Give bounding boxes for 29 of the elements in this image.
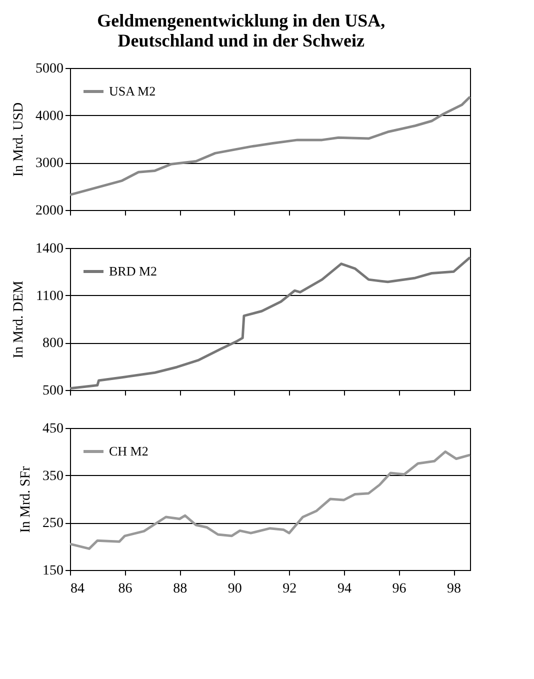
chart-title: Geldmengenentwicklung in den USA, Deutschland und in der Schweiz (97, 10, 386, 50)
x-tick-label: 86 (118, 582, 132, 596)
y-axis-title: In Mrd. USD (12, 102, 26, 177)
x-tick-label: 92 (282, 582, 297, 596)
x-tick-label: 90 (228, 582, 242, 596)
x-tick-label: 84 (70, 582, 84, 596)
y-tick-label: 5000 (36, 62, 64, 76)
line-series (68, 96, 472, 196)
y-axis-title: In Mrd. SFr (18, 466, 34, 533)
y-tick-label: 500 (42, 384, 64, 398)
y-axis-title: In Mrd. DEM (12, 280, 26, 358)
y-tick-label: 250 (42, 516, 64, 532)
legend-label: USA M2 (109, 84, 156, 98)
x-tick-label: 96 (392, 582, 406, 596)
legend-label: BRD M2 (109, 264, 158, 278)
x-tick-label: 88 (173, 582, 188, 596)
y-tick-label: 1100 (36, 288, 64, 304)
y-tick-label: 3000 (36, 156, 64, 172)
y-tick-label: 1400 (36, 242, 64, 256)
x-tick-label: 98 (447, 582, 462, 596)
y-tick-label: 2000 (36, 204, 64, 218)
y-tick-label: 150 (42, 564, 64, 578)
y-tick-label: 350 (42, 468, 64, 484)
y-tick-label: 800 (42, 336, 64, 352)
x-tick-label: 94 (337, 582, 352, 596)
y-tick-label: 4000 (36, 108, 64, 124)
legend-label: CH M2 (109, 444, 148, 458)
line-series (68, 256, 472, 390)
y-tick-label: 450 (42, 422, 64, 436)
